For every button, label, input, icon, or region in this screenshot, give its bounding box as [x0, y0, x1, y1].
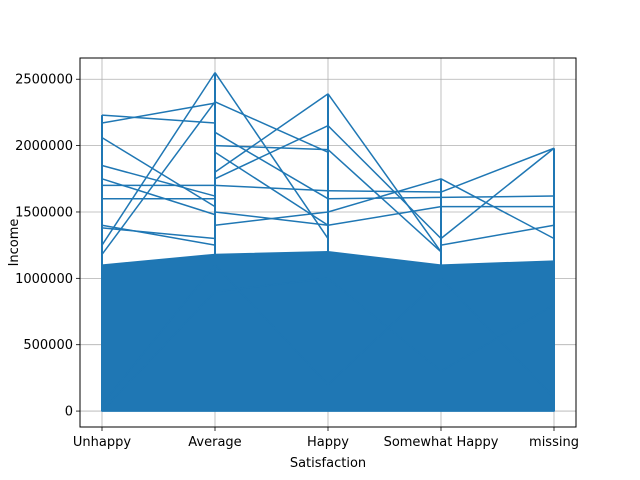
series-line: [214, 184, 329, 192]
y-tick-label: 2500000: [15, 73, 73, 88]
x-tick-label: Happy: [307, 435, 349, 450]
series-line: [327, 196, 442, 200]
series-line: [214, 131, 329, 200]
x-tick-label: Average: [188, 435, 241, 450]
series-line: [440, 195, 555, 199]
series-line: [101, 72, 216, 246]
y-tick-label: 1500000: [15, 205, 73, 220]
series-line: [214, 211, 329, 226]
x-tick-label: Somewhat Happy: [384, 435, 499, 450]
series-line: [327, 189, 442, 193]
series-line: [101, 164, 216, 197]
series-line: [101, 102, 216, 124]
series-line: [214, 101, 329, 153]
series-line: [327, 205, 442, 226]
x-axis: Unhappy Average Happy Somewhat Happy missing: [73, 427, 579, 450]
series-line: [101, 114, 216, 124]
y-tick-label: 0: [65, 405, 73, 420]
y-tick-label: 2000000: [15, 139, 73, 154]
y-tick-label: 500000: [23, 338, 73, 353]
series-line: [440, 224, 555, 246]
x-axis-label: Satisfaction: [290, 456, 366, 471]
series-line: [440, 147, 555, 240]
series-line: [214, 125, 329, 180]
series-line: [327, 93, 442, 253]
series-line: [440, 147, 555, 193]
series-line: [101, 101, 216, 255]
series-line: [327, 125, 442, 240]
series-line: [214, 144, 329, 151]
plot-area: [101, 72, 555, 412]
x-tick-label: Unhappy: [73, 435, 131, 450]
series-line: [101, 137, 216, 208]
y-tick-label: 1000000: [15, 272, 73, 287]
y-axis-label: Income: [7, 219, 22, 267]
x-tick-label: missing: [529, 435, 579, 450]
series-line: [214, 72, 329, 239]
series-line: [214, 93, 329, 173]
y-axis: 0 500000 1000000 1500000 2000000 2500000: [15, 73, 80, 420]
series-line: [327, 178, 442, 213]
series-line: [327, 149, 442, 253]
